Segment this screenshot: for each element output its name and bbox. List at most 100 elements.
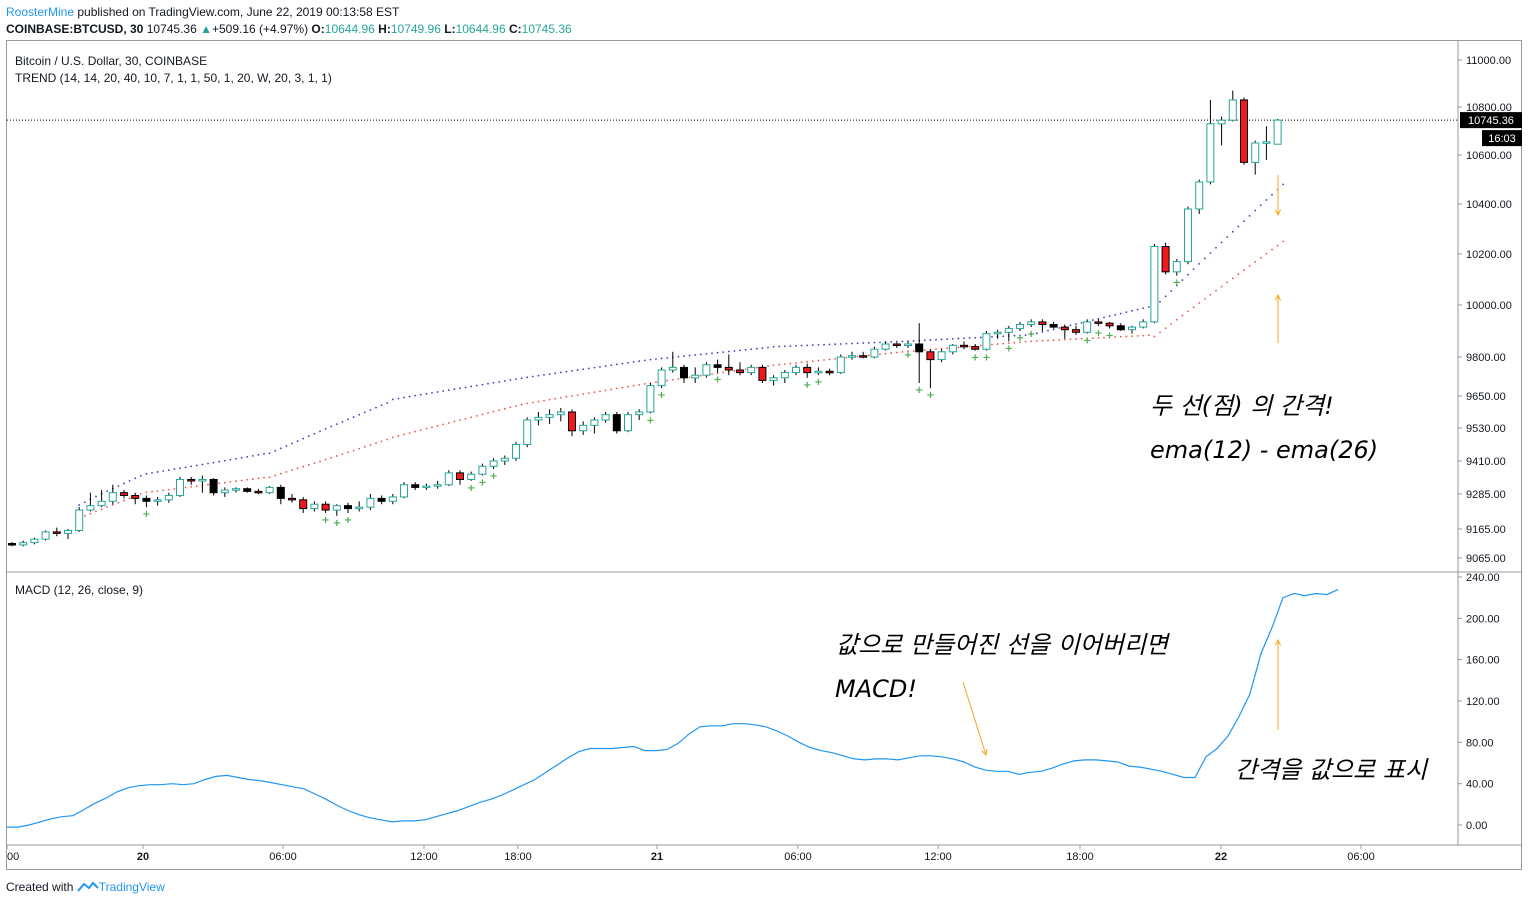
ema-slow-dot (89, 512, 92, 515)
candle-body (1240, 99, 1248, 163)
ema-slow-dot (1215, 289, 1217, 292)
ema-slow-dot (380, 440, 383, 443)
ema-fast-dot (1265, 199, 1268, 201)
ema-fast-dot (408, 395, 411, 398)
candle-body (1105, 322, 1114, 327)
ema-fast-dot (783, 345, 786, 348)
price-tick-label: 9410.00 (1466, 456, 1506, 468)
buy-signal-marker: + (926, 390, 934, 401)
ema-fast-dot (492, 381, 495, 384)
time-tick-label: 22 (1215, 851, 1227, 863)
tradingview-brand[interactable]: TradingView (98, 880, 165, 894)
buy-signal-marker: + (489, 471, 497, 482)
chart-frame[interactable] (6, 40, 1522, 870)
ema-slow-dot (778, 363, 781, 366)
ema-slow-dot (341, 453, 344, 456)
candle-body (937, 351, 946, 361)
ema-slow-dot (1147, 334, 1150, 337)
candle-body (1206, 123, 1215, 183)
ema-slow-dot (711, 373, 713, 376)
macd-indicator-legend[interactable]: MACD (12, 26, close, 9) (15, 583, 144, 597)
author-link[interactable]: RoosterMine (6, 5, 75, 19)
candle-body (276, 486, 285, 499)
candle-body (142, 497, 151, 502)
ema-fast-dot (403, 396, 405, 399)
ema-slow-dot (991, 343, 993, 346)
candle-body (747, 366, 756, 374)
ema-fast-dot (487, 382, 489, 385)
candle-body (288, 497, 296, 501)
ema-fast-dot (1147, 305, 1150, 308)
candle-body (1217, 119, 1226, 125)
ema-fast-dot (823, 343, 825, 346)
ema-slow-dot (391, 436, 394, 439)
candle-body (512, 444, 520, 459)
ema-fast-dot (352, 416, 355, 418)
candle-body (444, 472, 453, 486)
ema-slow-dot (268, 476, 271, 479)
candle-body (321, 503, 330, 511)
ema-slow-dot (856, 355, 859, 358)
ema-fast-dot (436, 391, 439, 393)
ema-fast-dot (184, 466, 187, 469)
candle-body (1195, 181, 1204, 210)
candle-body (836, 356, 845, 374)
candle-body (736, 369, 744, 374)
candle-body (377, 497, 386, 502)
ema-slow-dot (470, 416, 473, 419)
ema-fast-dot (459, 387, 461, 390)
candle-body (1049, 324, 1058, 328)
buy-signal-marker: + (321, 515, 329, 526)
ema-fast-dot (666, 356, 669, 359)
ema-slow-dot (1069, 338, 1072, 341)
candle-body (456, 472, 464, 480)
ema-fast-dot (565, 370, 568, 373)
ema-fast-dot (515, 378, 517, 380)
candle-body (758, 366, 767, 381)
candle-body (478, 465, 487, 475)
ema-slow-dot (319, 460, 321, 463)
ema-slow-dot (627, 385, 629, 388)
ema-slow-dot (95, 510, 97, 513)
ema-fast-dot (1103, 316, 1105, 319)
candle-body (601, 414, 610, 421)
ema-slow-dot (167, 488, 170, 491)
ema-fast-dot (464, 386, 467, 389)
candle-body (243, 488, 252, 492)
ema-fast-dot (324, 428, 327, 430)
buy-signal-marker: + (467, 483, 475, 494)
candle-body (108, 492, 117, 502)
ema-slow-dot (520, 403, 523, 406)
trend-indicator-legend[interactable]: TREND (14, 14, 20, 40, 10, 7, 1, 1, 50, … (15, 71, 332, 85)
ema-slow-dot (442, 423, 445, 426)
ema-fast-dot (442, 390, 445, 392)
ema-slow-dot (447, 422, 450, 424)
ema-slow-dot (369, 444, 372, 446)
ema-slow-dot (1091, 337, 1094, 340)
ema-fast-dot (1237, 225, 1240, 228)
candle-body (220, 489, 229, 494)
candle-body (1004, 327, 1013, 333)
buy-signal-marker: + (1005, 343, 1013, 354)
ohlc-line: COINBASE:BTCUSD, 30 10745.36 ▲+509.16 (+… (6, 22, 572, 36)
ema-slow-dot (1007, 342, 1010, 345)
ema-slow-dot (576, 394, 579, 396)
time-tick-label: 00 (7, 851, 19, 863)
ema-fast-dot (1248, 214, 1251, 217)
ema-fast-dot (156, 471, 159, 473)
ema-slow-dot (487, 412, 489, 414)
ema-fast-dot (1024, 334, 1027, 337)
ema-fast-dot (123, 482, 125, 485)
ema-slow-dot (156, 490, 159, 492)
ema-slow-dot (1248, 265, 1251, 267)
macd-tick-label: 160.00 (1466, 655, 1500, 667)
ema-slow-dot (1254, 260, 1257, 263)
ema-slow-dot (184, 486, 187, 489)
ema-fast-dot (755, 347, 758, 350)
footer: Created with TradingView (6, 880, 165, 894)
candle-body (232, 488, 240, 491)
ema-slow-dot (274, 474, 277, 477)
ema-fast-dot (1187, 273, 1189, 276)
ema-slow-dot (845, 356, 848, 359)
